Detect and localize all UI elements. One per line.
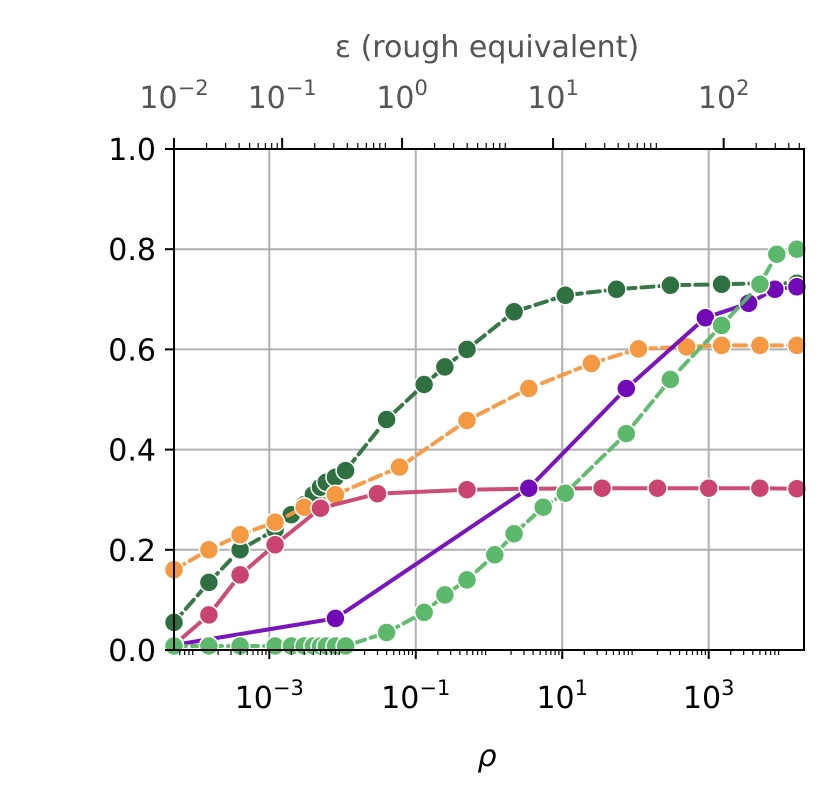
data-point [766,243,788,265]
data-point [660,369,681,390]
data-point [711,315,732,336]
y-tick-label: 0.2 [108,534,156,569]
data-point [456,339,478,360]
data-point [786,276,808,298]
data-point [616,378,637,399]
data-point [628,338,649,360]
data-point [434,584,456,606]
data-point [367,483,388,504]
x-tick-label: 103 [683,676,735,716]
data-point [591,477,613,499]
series-layer [163,238,808,657]
y-tick-label: 0.4 [108,434,156,469]
data-point [456,569,478,591]
data-point [198,539,220,561]
top-tick-label: 102 [698,76,750,116]
data-point [335,460,356,481]
data-point [198,635,220,657]
data-point [518,378,540,399]
data-point [434,356,456,378]
data-point [647,477,668,499]
data-point [711,274,732,295]
series-3 [163,276,808,656]
data-point [264,511,286,533]
data-point [198,572,220,593]
top-tick-label: 100 [376,76,428,116]
data-point [786,238,808,260]
plot-frame [173,148,805,651]
data-point [555,285,576,306]
data-point [310,497,331,519]
data-point [749,274,771,295]
x-tick-label: 101 [536,676,588,716]
x-tick-label: 10−1 [381,676,450,716]
data-point [503,523,525,545]
top-tick-label: 10−2 [139,76,208,116]
axis-layer: 0.0 0.2 0.4 0.6 0.8 1.0 10−3 10−1 101 103 10−2 10−1… [108,76,800,716]
data-point [456,410,478,431]
data-point [711,335,732,356]
data-point [616,423,637,444]
top-axis-title: ε (rough equivalent) [335,30,639,65]
data-point [606,279,627,300]
data-point [198,604,220,626]
data-point [376,622,397,643]
data-point [555,482,576,504]
data-point [484,544,506,566]
data-point [518,477,540,499]
data-point [660,275,681,296]
data-point [264,534,286,556]
x-tick-label: 10−3 [235,676,304,716]
y-tick-label: 0.0 [108,634,156,669]
data-point [456,479,478,500]
y-tick-label: 0.8 [108,233,156,268]
y-tick-label: 0.6 [108,333,156,368]
data-point [786,478,808,499]
top-tick-label: 101 [527,76,579,116]
data-point [389,456,410,478]
data-point [229,524,251,546]
data-point [376,409,397,430]
series-1 [163,335,808,581]
data-point [581,353,602,374]
data-point [413,602,435,623]
data-point [676,336,697,358]
data-point [532,496,554,518]
data-point [698,477,719,499]
data-point [229,564,251,586]
plot-background [174,149,804,650]
data-point [749,335,771,356]
data-point [325,608,346,629]
top-tick-label: 10−1 [248,76,317,116]
data-point [749,477,771,499]
data-point [413,374,435,395]
data-point [786,335,808,356]
y-tick-label: 1.0 [108,133,156,168]
data-point [503,301,525,323]
x-axis-title: ρ [477,739,496,774]
